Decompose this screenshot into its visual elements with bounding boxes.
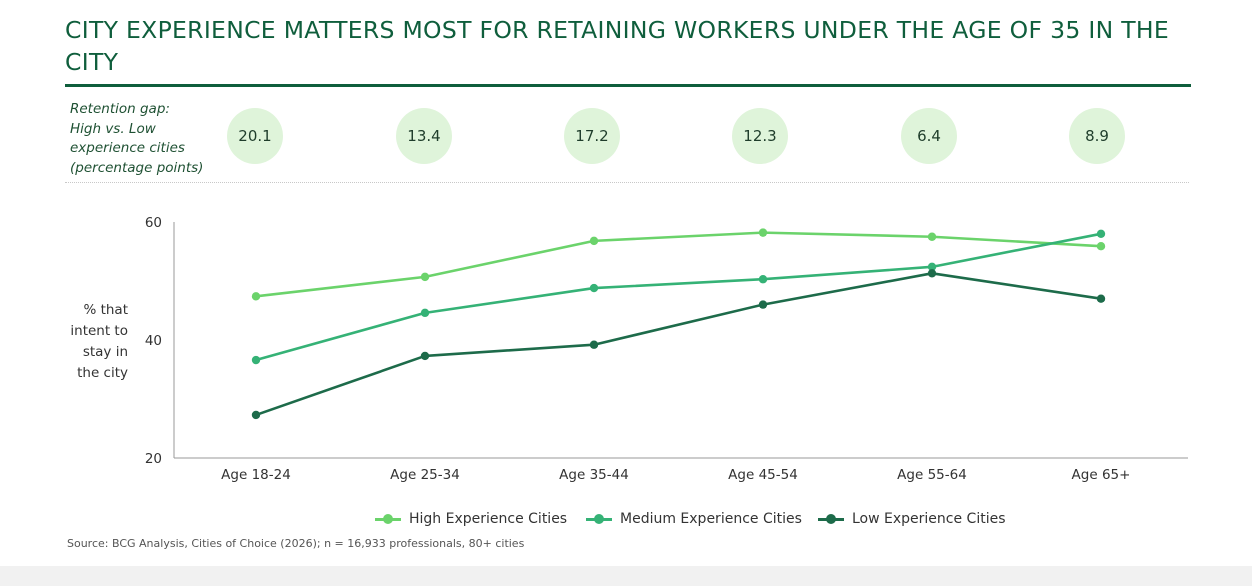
point-low-3 bbox=[589, 340, 599, 349]
x-tick-label-1: Age 18-24 bbox=[221, 467, 291, 483]
y-tick-label-40: 40 bbox=[145, 333, 162, 349]
point-low-4 bbox=[758, 300, 768, 309]
gap-bubble-age-55-64: 6.4 bbox=[901, 108, 957, 164]
point-medium-4 bbox=[758, 275, 768, 284]
series-line-low bbox=[255, 272, 1102, 417]
retention-gap-label: Retention gap: High vs. Low experience c… bbox=[70, 101, 204, 176]
gap-bubble-age-65-plus: 8.9 bbox=[1069, 108, 1125, 164]
source-note: Source: BCG Analysis, Cities of Choice (… bbox=[67, 537, 525, 550]
gap-bubble-age-18-24: 20.1 bbox=[227, 108, 283, 164]
point-high-6 bbox=[1096, 241, 1106, 251]
legend-swatch-medium bbox=[586, 513, 612, 525]
chart-legend: High Experience Cities Medium Experience… bbox=[0, 511, 1252, 533]
legend-item-high: High Experience Cities bbox=[375, 511, 567, 527]
y-tick-label-60: 60 bbox=[145, 215, 162, 231]
gap-bubble-age-25-34: 13.4 bbox=[396, 108, 452, 164]
y-axis-label: % that intent to stay in the city bbox=[70, 302, 128, 381]
header-divider bbox=[65, 182, 1189, 183]
point-high-2 bbox=[420, 272, 430, 282]
point-medium-1 bbox=[251, 355, 261, 365]
legend-label-high: High Experience Cities bbox=[409, 511, 568, 527]
x-tick-label-5: Age 55-64 bbox=[897, 467, 967, 483]
footer-band bbox=[0, 566, 1252, 586]
point-low-5 bbox=[927, 269, 937, 278]
gap-bubble-age-45-54: 12.3 bbox=[732, 108, 788, 164]
legend-label-medium: Medium Experience Cities bbox=[620, 511, 802, 527]
x-tick-label-3: Age 35-44 bbox=[559, 467, 629, 483]
y-tick-label-20: 20 bbox=[145, 451, 162, 467]
legend-swatch-low bbox=[818, 513, 844, 525]
point-medium-6 bbox=[1096, 229, 1106, 238]
legend-label-low: Low Experience Cities bbox=[852, 511, 1006, 527]
legend-item-medium: Medium Experience Cities bbox=[586, 511, 802, 527]
legend-item-low: Low Experience Cities bbox=[818, 511, 1006, 527]
gap-bubble-age-35-44: 17.2 bbox=[564, 108, 620, 164]
title-divider bbox=[65, 84, 1191, 87]
x-tick-label-2: Age 25-34 bbox=[390, 467, 460, 483]
point-low-1 bbox=[251, 410, 261, 420]
series-line-medium bbox=[255, 232, 1102, 362]
page-title: CITY EXPERIENCE MATTERS MOST FOR RETAINI… bbox=[65, 16, 1169, 76]
line-chart: 20 40 60 Age 18-24 Age 25-34 Age 35-44 Age 45-… bbox=[145, 215, 1188, 483]
point-medium-2 bbox=[420, 308, 430, 318]
legend-swatch-high bbox=[375, 513, 401, 525]
point-high-3 bbox=[589, 236, 599, 246]
point-low-2 bbox=[420, 351, 430, 361]
x-tick-label-4: Age 45-54 bbox=[728, 467, 798, 483]
point-high-1 bbox=[251, 292, 261, 301]
point-medium-5 bbox=[927, 262, 937, 272]
point-high-5 bbox=[927, 232, 937, 241]
point-medium-3 bbox=[589, 283, 599, 293]
x-tick-label-6: Age 65+ bbox=[1072, 467, 1131, 483]
series-line-high bbox=[255, 231, 1102, 298]
point-high-4 bbox=[758, 228, 768, 237]
point-low-6 bbox=[1096, 294, 1106, 303]
